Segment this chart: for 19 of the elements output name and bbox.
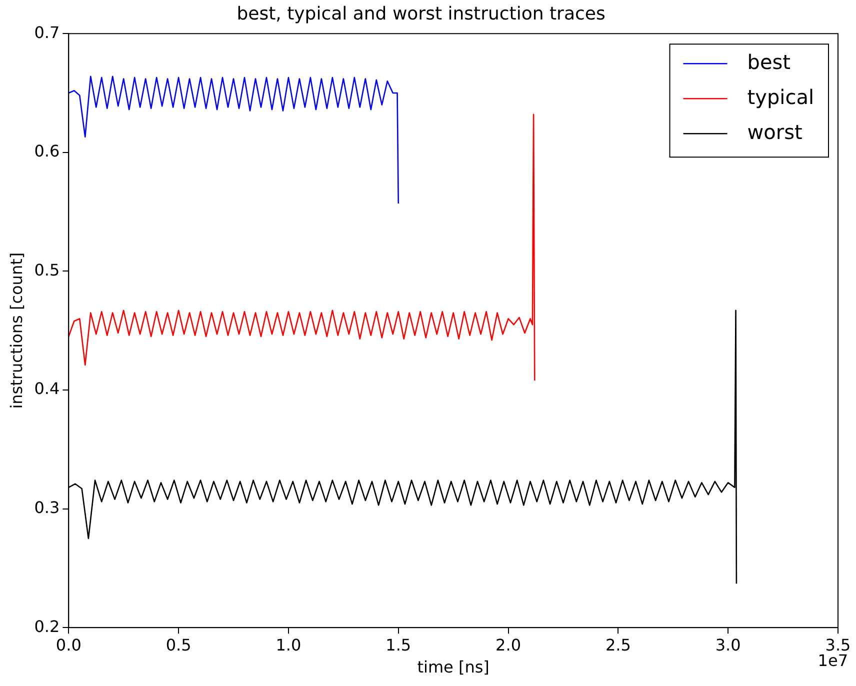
x-tick-label: 0.5: [166, 635, 192, 654]
x-tick-label: 0.0: [56, 635, 82, 654]
legend-label: worst: [747, 120, 802, 144]
legend-label: typical: [747, 84, 814, 109]
x-tick-label: 1.5: [386, 635, 412, 654]
y-tick-label: 0.7: [34, 22, 60, 42]
legend-label: best: [747, 50, 791, 74]
y-tick-label: 0.2: [34, 616, 60, 636]
y-tick-label: 0.5: [34, 260, 60, 280]
y-tick-label: 0.4: [34, 379, 60, 398]
x-axis-title: time [ns]: [417, 658, 490, 677]
y-axis-title: instructions [count]: [6, 252, 26, 409]
x-tick-label: 2.5: [605, 635, 631, 654]
y-tick-label: 0.6: [34, 142, 60, 161]
chart-title: best, typical and worst instruction traces: [236, 3, 606, 24]
x-tick-label: 2.0: [496, 635, 522, 654]
y-tick-label: 0.3: [34, 498, 60, 517]
x-tick-label: 3.0: [715, 635, 741, 654]
x-tick-label: 1.0: [276, 635, 302, 654]
